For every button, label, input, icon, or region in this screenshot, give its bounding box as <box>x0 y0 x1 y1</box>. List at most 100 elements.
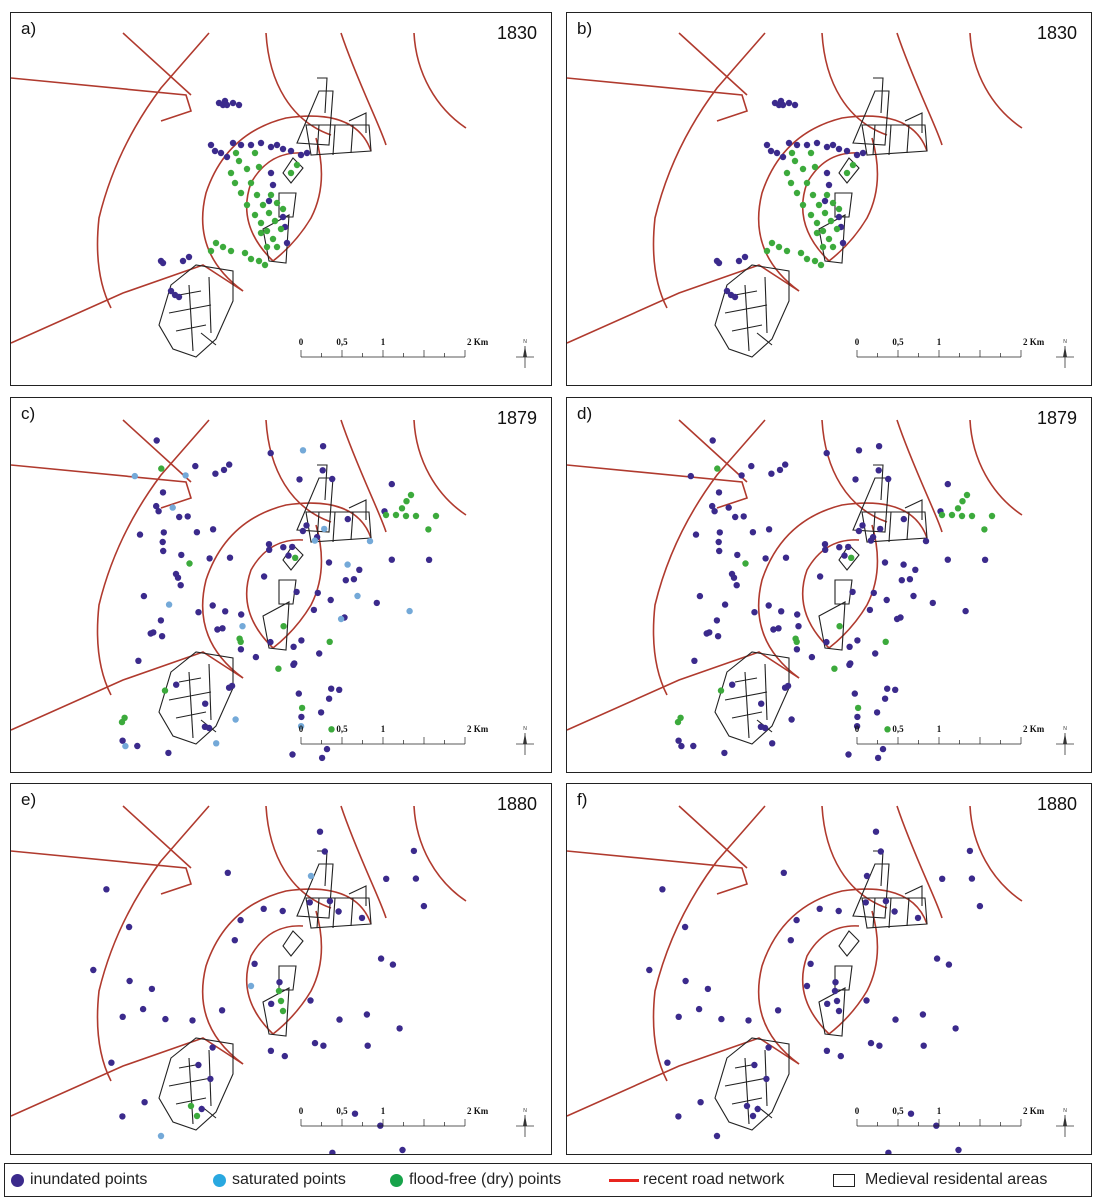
dry-point <box>255 163 263 171</box>
inundated-point <box>711 508 718 515</box>
dry-point <box>788 149 796 157</box>
road-segment <box>652 419 766 696</box>
inundated-point <box>919 1011 927 1018</box>
inundated-point <box>290 661 297 668</box>
medieval-area <box>818 601 846 651</box>
panel-year: 1880 <box>1036 794 1077 814</box>
dry-point <box>287 169 295 177</box>
dry-point <box>279 205 287 213</box>
inundated-point <box>716 529 723 536</box>
dry-point <box>813 229 821 237</box>
inundated-point <box>738 472 745 479</box>
compass-label: N <box>1063 726 1067 732</box>
inundated-point <box>944 556 951 563</box>
panel-label: a) <box>21 19 37 38</box>
inundated-point <box>872 828 880 835</box>
dry-point <box>251 149 259 157</box>
saturated-point <box>354 592 361 600</box>
inundated-point <box>939 875 946 882</box>
inundated-point <box>344 515 351 523</box>
medieval-area <box>873 77 884 114</box>
inundated-point <box>201 723 209 730</box>
inundated-point <box>900 561 907 568</box>
inundated-point <box>758 700 765 707</box>
inundated-point <box>845 751 852 758</box>
dry-point <box>298 704 306 712</box>
inundated-point <box>290 643 297 650</box>
dry-point <box>819 243 827 251</box>
medieval-area <box>714 1037 790 1131</box>
scale-label: 0 <box>299 1106 304 1116</box>
inundated-point <box>659 886 666 893</box>
map-svg-a: 0 0,5 1 2 Km N <box>11 32 534 368</box>
dry-point <box>227 169 235 177</box>
map-svg-d: 0 0,5 1 2 Km N <box>567 419 1074 762</box>
dry-point <box>398 505 406 512</box>
inundated-point <box>327 596 334 604</box>
inundated-point <box>328 685 335 692</box>
inundated-point <box>922 537 930 545</box>
inundated-point <box>829 141 837 149</box>
dry-point <box>231 179 239 187</box>
dry-point <box>232 149 240 157</box>
inundated-point <box>126 977 133 985</box>
dry-point <box>807 149 815 157</box>
inundated-point <box>350 576 358 583</box>
road-segment <box>265 32 332 136</box>
dry-point <box>714 465 721 472</box>
dry-point <box>261 261 269 269</box>
dry-point <box>265 209 273 217</box>
road-segment <box>567 464 748 509</box>
scale-label: 0,5 <box>336 337 348 347</box>
inundated-point <box>837 1052 844 1060</box>
medieval-area <box>873 464 884 501</box>
road-segment <box>122 419 192 483</box>
dry-point <box>392 511 400 519</box>
dry-point <box>882 638 889 645</box>
inundated-point <box>198 1105 205 1113</box>
road-segment <box>122 32 192 96</box>
medieval-area <box>818 214 846 264</box>
medieval-area <box>904 499 923 520</box>
dry-point <box>212 239 220 247</box>
inundated-point <box>222 608 229 615</box>
inundated-point <box>859 149 867 157</box>
inundated-point <box>219 625 226 632</box>
inundated-point <box>785 99 793 107</box>
inundated-point <box>119 1113 126 1120</box>
inundated-point <box>135 657 142 664</box>
saturated-point <box>131 472 138 480</box>
inundated-point <box>285 552 292 559</box>
legend-label: flood-free (dry) points <box>409 1171 562 1188</box>
inundated-point <box>175 293 183 301</box>
inundated-point <box>757 723 765 730</box>
inundated-point <box>952 1025 959 1032</box>
inundated-point <box>153 502 160 510</box>
inundated-point <box>307 997 314 1004</box>
inundated-point <box>718 1015 725 1023</box>
medieval-area <box>348 112 367 133</box>
inundated-point <box>729 681 736 688</box>
dry-point <box>674 718 682 726</box>
dry-point <box>793 638 800 645</box>
inundated-point <box>283 239 291 247</box>
road-segment <box>11 651 244 731</box>
road-segment <box>821 805 888 909</box>
dry-point <box>811 163 819 171</box>
dry-point <box>273 199 281 207</box>
inundated-point <box>832 979 839 986</box>
medieval-area <box>873 850 884 887</box>
legend-label: recent road network <box>643 1171 785 1188</box>
road-line-icon <box>609 1178 639 1182</box>
inundated-point <box>866 606 874 614</box>
scale-bar: 0 0,5 1 2 Km <box>299 337 489 358</box>
road-segment <box>567 651 800 731</box>
map-layer <box>567 32 1023 358</box>
panel-year: 1880 <box>496 794 537 814</box>
medieval-area <box>888 511 892 543</box>
inundated-point <box>251 960 258 967</box>
inundated-point <box>762 555 769 562</box>
dry-point <box>251 211 259 219</box>
inundated-point <box>823 143 831 151</box>
inundated-point <box>867 537 875 544</box>
